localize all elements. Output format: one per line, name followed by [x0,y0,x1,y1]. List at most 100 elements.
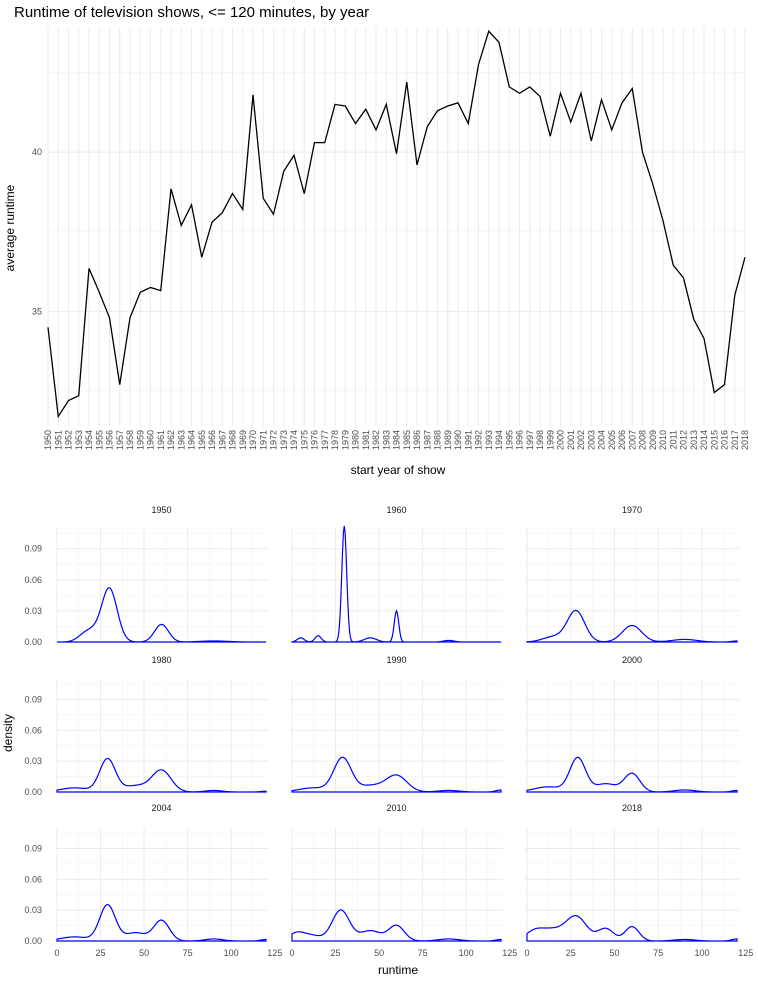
x-tick-label: 1980 [351,430,361,450]
x-tick-label: 50 [609,948,619,958]
density-curve [56,757,267,793]
y-tick-label: 0.00 [24,936,42,946]
x-tick-label: 1970 [248,430,258,450]
x-tick-label: 1985 [402,430,412,450]
x-tick-label: 1974 [289,430,299,450]
x-tick-label: 50 [374,948,384,958]
facet-label: 1980 [151,655,171,665]
x-tick-label: 2007 [627,430,637,450]
line-chart-panel: 35 40 1950 1951 1952 1953 1954 1955 1956 1957 1958… [32,28,750,450]
x-tick-label: 1964 [187,430,197,450]
x-tick-label: 125 [267,948,282,958]
x-tick-label: 1968 [228,430,238,450]
x-tick-label: 2000 [556,430,566,450]
x-tick-label: 2001 [566,430,576,450]
x-tick-label: 1990 [453,430,463,450]
x-tick-label: 1979 [340,430,350,450]
x-tick-label: 1953 [74,430,84,450]
x-tick-label: 1987 [422,430,432,450]
x-tick-label: 2003 [586,430,596,450]
x-tick-label: 0 [524,948,529,958]
x-tick-label: 1978 [330,430,340,450]
x-tick-label: 2016 [720,430,730,450]
x-tick-label: 0 [289,948,294,958]
x-tick-label: 2018 [740,430,750,450]
density-x-axis-title: runtime [378,963,418,977]
x-tick-label: 125 [738,948,753,958]
y-tick-label: 0.00 [24,787,42,797]
y-tick-label: 0.09 [24,695,42,705]
x-tick-label: 1976 [310,430,320,450]
line-y-axis-title: average runtime [3,184,17,271]
density-curve [291,756,502,793]
x-tick-label: 1977 [320,430,330,450]
facet-label: 1950 [151,505,171,515]
x-tick-label: 1991 [463,430,473,450]
x-tick-label: 50 [139,948,149,958]
y-tick-label: 0.03 [24,606,42,616]
x-tick-label: 1994 [494,430,504,450]
x-tick-label: 1986 [412,430,422,450]
x-tick-label: 1960 [146,430,156,450]
x-tick-label: 1950 [43,430,53,450]
facet-panel-2010: 2010 0 25 50 75 100 125 [289,803,517,958]
density-curve [56,587,266,643]
x-tick-label: 1962 [166,430,176,450]
facet-panel-2018: 2018 0 25 50 75 100 125 [524,803,753,958]
x-tick-label: 1965 [197,430,207,450]
density-curve [291,525,501,643]
facet-panel-1990: 1990 [290,655,503,793]
x-tick-label: 2005 [607,430,617,450]
x-tick-label: 0 [54,948,59,958]
density-y-axis-title: density [1,714,15,752]
x-tick-label: 1954 [84,430,94,450]
density-curve [526,915,738,942]
x-tick-label: 1955 [94,430,104,450]
x-tick-label: 125 [502,948,517,958]
x-tick-label: 2012 [679,430,689,450]
y-tick-label: 0.03 [24,756,42,766]
y-tick-label: 40 [32,147,42,157]
x-tick-label: 1952 [64,430,74,450]
y-tick-label: 0.06 [24,874,42,884]
x-tick-label: 75 [183,948,193,958]
density-facets: 1950 0.00 0.03 0.06 0.09 1960 1970 1980 0.00 0.03… [24,505,753,958]
x-tick-label: 1984 [392,430,402,450]
x-tick-label: 1958 [125,430,135,450]
x-tick-label: 1982 [371,430,381,450]
x-tick-label: 1967 [217,430,227,450]
facet-panel-2004: 2004 0.00 0.03 0.06 0.09 0 25 50 75 100 125 [24,803,282,958]
density-curve [526,609,738,643]
x-tick-label: 1972 [269,430,279,450]
x-tick-label: 1993 [484,430,494,450]
x-tick-label: 1997 [525,430,535,450]
x-tick-label: 1983 [381,430,391,450]
x-tick-label: 1981 [361,430,371,450]
x-tick-label: 2010 [658,430,668,450]
y-tick-label: 0.06 [24,575,42,585]
x-tick-label: 1996 [515,430,525,450]
x-tick-label: 1975 [299,430,309,450]
facet-panel-2000: 2000 [525,655,739,793]
x-tick-label: 2013 [689,430,699,450]
x-tick-label: 1998 [535,430,545,450]
x-tick-label: 2011 [668,430,678,449]
x-tick-label: 2008 [638,430,648,450]
line-x-axis-title: start year of show [351,463,446,477]
y-tick-label: 0.00 [24,637,42,647]
density-curve [291,909,502,942]
x-tick-label: 2004 [597,430,607,450]
density-curve [56,903,267,942]
x-tick-label: 1989 [443,430,453,450]
facet-label: 2018 [622,803,642,813]
facet-panel-1960: 1960 [290,505,503,643]
x-tick-label: 1992 [474,430,484,450]
facet-label: 2010 [386,803,406,813]
x-tick-label: 25 [96,948,106,958]
facet-panel-1970: 1970 [525,505,739,643]
y-tick-label: 35 [32,306,42,316]
y-tick-label: 0.03 [24,905,42,915]
x-tick-label: 75 [653,948,663,958]
x-tick-label: 2006 [617,430,627,450]
